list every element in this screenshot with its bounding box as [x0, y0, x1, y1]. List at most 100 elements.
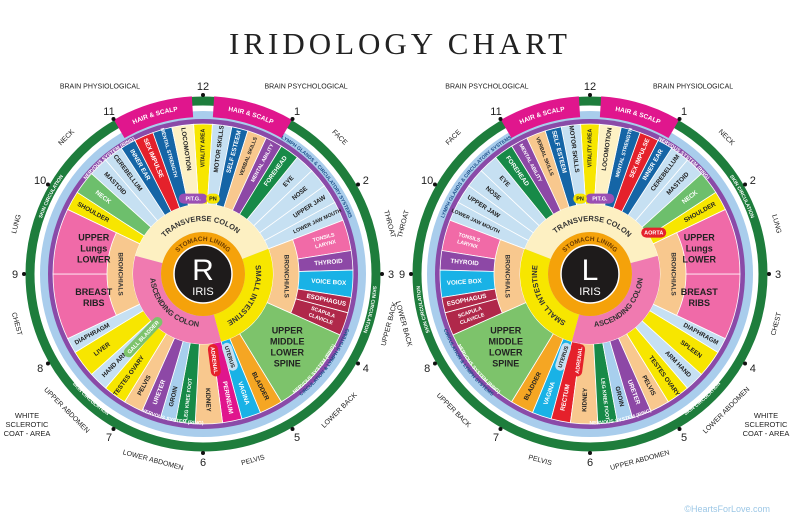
zone-label: BREAST RIBS	[75, 288, 113, 309]
zone-label: KIDNEY	[204, 388, 212, 413]
skin-circulation-ring	[25, 96, 381, 452]
bronchials-zone	[493, 239, 527, 314]
pill: PIT.G.	[178, 193, 208, 204]
clock-number: 3	[775, 269, 781, 281]
pupil	[560, 244, 620, 304]
clock-dot	[432, 182, 437, 187]
clock-dot	[498, 427, 503, 432]
clock-dot	[432, 361, 437, 366]
region-label: BRAIN PSYCHOLOGICAL	[264, 83, 347, 90]
clock-dot	[588, 93, 592, 97]
pill-pn	[573, 193, 587, 204]
clock-dot	[743, 361, 748, 366]
clock-dot	[111, 116, 116, 121]
pill-gall-bladder	[123, 317, 163, 358]
region-label: BRAIN PHYSIOLOGICAL	[60, 83, 140, 90]
pill-label: PN	[576, 197, 584, 203]
region-label: FACE	[330, 129, 348, 147]
region-label: UPPER ABDOMEN	[610, 449, 671, 472]
pill-uterus	[555, 342, 572, 371]
clock-dot	[356, 361, 361, 366]
pill-uterus	[221, 342, 238, 371]
region-label: NECK	[57, 128, 76, 147]
skin-circulation-ring	[412, 96, 768, 452]
pill-label: PN	[209, 197, 217, 203]
region-label: THROAT	[382, 210, 396, 240]
clock-dot	[498, 116, 503, 121]
pill: ADRENAL	[572, 344, 586, 377]
region-label: LOWER BACK	[394, 301, 413, 348]
pill-pit-g-	[585, 193, 615, 204]
pill-aorta	[641, 227, 667, 238]
clock-dot	[677, 427, 682, 432]
region-label: FACE	[445, 129, 463, 147]
clock-dot	[201, 93, 205, 97]
iris-letter: L	[582, 254, 599, 287]
zone-label: UPPER MIDDLE LOWER SPINE	[270, 326, 305, 369]
zone-label: LEG KNEE FOOT	[183, 377, 194, 421]
pill-adrenal	[207, 344, 221, 377]
zone-label: THYROID	[450, 258, 479, 268]
clock-number: 6	[587, 457, 593, 469]
zone-label: VITALITY AREA	[587, 128, 593, 167]
sclerotic-coat-label: WHITE SCLEROTIC COAT - AREA	[743, 411, 790, 438]
region-label: LOWER ABDOMEN	[122, 449, 184, 472]
iris-label: IRIS	[192, 286, 213, 298]
pill: ADRENAL	[207, 344, 221, 377]
pill-pit-g-	[178, 193, 208, 204]
pill: PN	[206, 193, 220, 204]
chart-title: IRIDOLOGY CHART	[229, 26, 571, 61]
sclerotic-coat-label: WHITE SCLEROTIC COAT - AREA	[4, 411, 51, 438]
clock-dot	[45, 361, 50, 366]
colon-segment	[519, 248, 580, 342]
clock-number: 2	[363, 175, 369, 187]
clock-number: 7	[106, 432, 112, 444]
bronchials-label: BRONCHIALS	[282, 255, 289, 299]
clock-dot	[22, 272, 26, 276]
credit-text: ©HeartsForLove.com	[684, 504, 770, 514]
zone-label: LEG KNEE FOOT	[599, 378, 610, 422]
clock-number: 9	[12, 269, 18, 281]
pill: AORTA	[641, 227, 667, 238]
colon-segment	[213, 248, 273, 342]
hair-scalp-band	[114, 96, 194, 139]
clock-number: 3	[388, 269, 394, 281]
zone-label: VOICE BOX	[447, 278, 483, 287]
colon-segment	[135, 204, 269, 264]
clock-number: 1	[681, 106, 687, 118]
zone-label: BREAST RIBS	[681, 288, 719, 309]
bronchials-zone	[266, 239, 300, 314]
clock-number: 10	[421, 175, 433, 187]
clock-dot	[201, 451, 205, 455]
zone-label: TONSILSLARYNX	[456, 233, 482, 251]
bronchials-label: BRONCHIALS	[669, 252, 676, 296]
hair-scalp-band	[501, 96, 581, 139]
clock-number: 4	[750, 363, 756, 375]
region-label: CHEST	[10, 312, 23, 337]
pill: PN	[573, 193, 587, 204]
clock-number: 8	[37, 363, 43, 375]
clock-dot	[743, 182, 748, 187]
region-label: THROAT	[397, 209, 411, 239]
clock-number: 8	[424, 363, 430, 375]
pill: PIT.G.	[585, 193, 615, 204]
zone-label: UPPER Lungs LOWER	[682, 233, 716, 265]
region-label: NECK	[717, 128, 736, 147]
clock-number: 5	[294, 432, 300, 444]
clock-dot	[356, 182, 361, 187]
clock-number: 10	[34, 175, 46, 187]
clock-dot	[380, 272, 384, 276]
iris-letter: R	[192, 254, 214, 287]
zone-label: GROIN	[613, 386, 625, 408]
zone-label: TONSILSLARYNX	[312, 232, 338, 250]
pill-label: AORTA	[644, 231, 663, 237]
clock-number: 2	[750, 175, 756, 187]
clock-number: 4	[363, 363, 369, 375]
clock-number: 9	[399, 269, 405, 281]
zone-label: THYROID	[314, 258, 343, 268]
clock-dot	[677, 116, 682, 121]
clock-number: 11	[103, 106, 114, 118]
bronchials-label: BRONCHIALS	[503, 255, 510, 299]
